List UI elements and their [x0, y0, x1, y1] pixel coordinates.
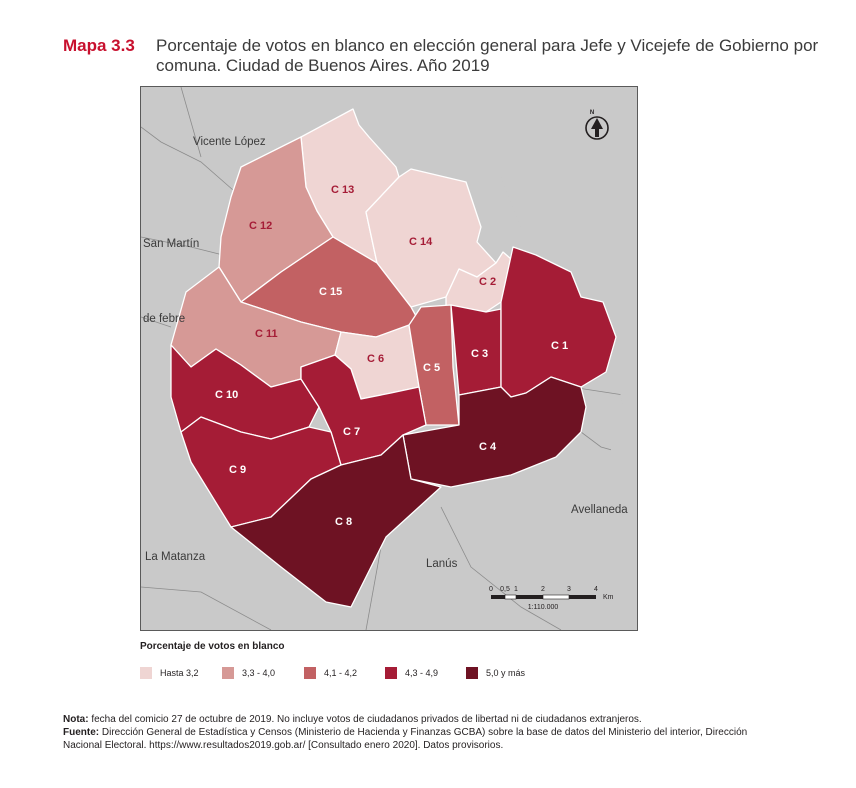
legend-item-5-0-y-mas: 5,0 y más — [466, 667, 525, 679]
comuna-label-c11: C 11 — [255, 328, 278, 340]
comuna-label-c2: C 2 — [479, 276, 496, 288]
label-la-matanza: La Matanza — [145, 551, 206, 563]
comuna-label-c6: C 6 — [367, 353, 384, 365]
comuna-label-c13: C 13 — [331, 184, 354, 196]
scale-tick-05: 0,5 — [500, 586, 510, 593]
scale-tick-3: 3 — [567, 586, 571, 593]
comuna-c9 — [180, 416, 342, 528]
legend-swatch — [466, 667, 478, 679]
note-text: fecha del comicio 27 de octubre de 2019.… — [91, 714, 642, 725]
map-number: Mapa 3.3 — [63, 36, 135, 55]
legend-swatch — [140, 667, 152, 679]
legend-title: Porcentaje de votos en blanco — [140, 641, 285, 652]
legend-item-3-3-4-0: 3,3 - 4,0 — [222, 667, 275, 679]
comuna-c8 — [230, 434, 442, 608]
source-line: Fuente: Dirección General de Estadística… — [63, 726, 763, 752]
label-lanus: Lanús — [426, 558, 458, 570]
river-area — [471, 87, 637, 630]
legend-label: 5,0 y más — [486, 668, 526, 678]
legend-label: 4,1 - 4,2 — [324, 668, 358, 678]
comunas-layer — [170, 108, 617, 608]
legend-item-4-3-4-9: 4,3 - 4,9 — [385, 667, 438, 679]
comuna-label-c14: C 14 — [409, 236, 433, 248]
map-frame: Vicente López San Martín de febre La Mat… — [140, 86, 638, 631]
source-label: Fuente: — [63, 727, 100, 738]
comuna-label-c12: C 12 — [249, 220, 272, 232]
comuna-label-c1: C 1 — [551, 340, 568, 352]
scale-tick-1: 1 — [514, 586, 518, 593]
scale-tick-4: 4 — [594, 586, 598, 593]
comuna-label-c7: C 7 — [343, 426, 360, 438]
legend-swatch — [222, 667, 234, 679]
legend-item-hasta-3-2: Hasta 3,2 — [140, 667, 199, 679]
scale-bar: 0 0,5 1 2 3 4 Km 1:110.000 — [489, 586, 614, 611]
legend-label: 3,3 - 4,0 — [242, 668, 276, 678]
comuna-label-c5: C 5 — [423, 362, 440, 374]
label-vicente-lopez: Vicente López — [193, 136, 266, 148]
source-text: Dirección General de Estadística y Censo… — [63, 727, 748, 751]
legend-item-4-1-4-2: 4,1 - 4,2 — [304, 667, 357, 679]
legend-swatch — [385, 667, 397, 679]
comuna-label-c15: C 15 — [319, 286, 342, 298]
notes: Nota: fecha del comicio 27 de octubre de… — [63, 713, 763, 752]
scale-tick-0: 0 — [489, 586, 493, 593]
comuna-c4 — [402, 376, 587, 488]
legend-label: 4,3 - 4,9 — [405, 668, 439, 678]
comuna-label-c8: C 8 — [335, 516, 352, 528]
scale-unit: Km — [603, 594, 614, 601]
north-label: N — [590, 110, 594, 116]
north-arrow-icon: N — [585, 110, 609, 140]
legend-swatch — [304, 667, 316, 679]
map-title: Porcentaje de votos en blanco en elecció… — [156, 36, 819, 75]
label-avellaneda: Avellaneda — [571, 504, 628, 516]
note-line: Nota: fecha del comicio 27 de octubre de… — [63, 713, 763, 726]
legend-label: Hasta 3,2 — [160, 668, 199, 678]
comuna-label-c4: C 4 — [479, 441, 497, 453]
label-san-martin: San Martín — [143, 238, 199, 250]
scale-ratio: 1:110.000 — [528, 604, 559, 611]
scale-tick-2: 2 — [541, 586, 545, 593]
note-label: Nota: — [63, 714, 89, 725]
label-tres-de-febrero: de febre — [143, 313, 185, 325]
comuna-label-c9: C 9 — [229, 464, 246, 476]
map-svg: Vicente López San Martín de febre La Mat… — [141, 87, 637, 630]
comuna-label-c10: C 10 — [215, 389, 238, 401]
comuna-label-c3: C 3 — [471, 348, 488, 360]
